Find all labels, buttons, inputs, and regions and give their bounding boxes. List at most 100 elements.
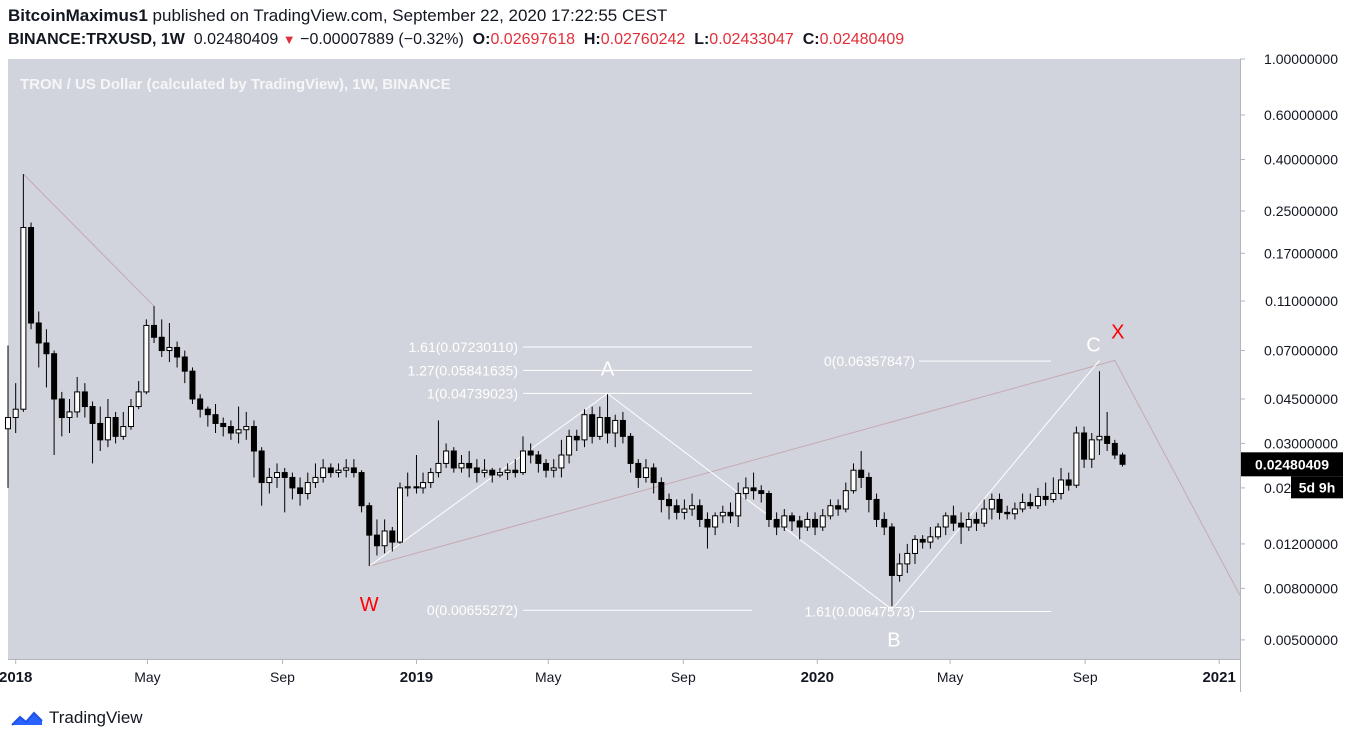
candle-body — [865, 476, 872, 500]
candle-body — [227, 426, 234, 434]
candle-body — [765, 493, 772, 520]
candle-body — [1096, 435, 1103, 441]
candle — [204, 406, 211, 427]
candle-body — [627, 435, 634, 464]
candle — [635, 459, 642, 488]
candle — [189, 367, 196, 404]
candle — [719, 505, 726, 524]
candle-body — [466, 462, 473, 469]
candle — [835, 499, 842, 516]
candle-body — [735, 493, 742, 517]
chart-pane[interactable] — [8, 59, 1240, 692]
candle — [865, 472, 872, 513]
candle-body — [358, 472, 365, 507]
candle-body — [266, 476, 273, 484]
candle-body — [258, 450, 265, 484]
time-tick-label: May — [535, 669, 561, 685]
current-price-label: 0.02480409 — [1255, 456, 1329, 472]
candle — [28, 222, 35, 330]
candle-body — [97, 422, 104, 441]
candle-body — [1065, 479, 1072, 486]
candle — [81, 383, 88, 418]
trend-line-2 — [369, 359, 1115, 567]
candle — [1050, 477, 1057, 503]
candle — [827, 499, 834, 520]
candle — [274, 463, 281, 488]
candle — [1042, 482, 1049, 506]
candle — [658, 477, 665, 513]
candle — [327, 463, 334, 478]
candle-body — [873, 498, 880, 520]
candle-body — [1088, 439, 1095, 460]
time-tick-label: 2020 — [801, 669, 834, 686]
candle — [666, 493, 673, 520]
currency-label: USD — [1283, 75, 1309, 89]
candle — [842, 482, 849, 513]
candle-body — [1058, 479, 1065, 495]
candle — [473, 459, 480, 483]
candle — [566, 429, 573, 464]
candle-body — [366, 505, 373, 536]
candle-body — [1081, 432, 1088, 460]
candle — [397, 482, 403, 544]
candle — [97, 406, 104, 452]
candle — [1058, 467, 1065, 500]
candle-body — [143, 324, 150, 393]
candle-body — [935, 526, 942, 538]
candle-body — [189, 370, 196, 400]
candle-body — [604, 417, 611, 434]
candle-body — [781, 515, 788, 528]
time-axis[interactable] — [8, 659, 1240, 693]
low-label: L: — [694, 31, 710, 48]
publish-info: BitcoinMaximus1 published on TradingView… — [8, 6, 667, 26]
candle — [919, 535, 926, 549]
candle — [35, 311, 42, 368]
candle-body — [681, 508, 688, 513]
time-tick-label: 2021 — [1202, 669, 1235, 686]
candle — [343, 459, 350, 478]
fib-level-label: 1.27(0.05841635) — [407, 362, 518, 378]
candle — [413, 454, 420, 494]
candle-body — [1034, 495, 1041, 507]
candle — [1004, 505, 1011, 520]
candle-body — [535, 454, 542, 464]
candle-body — [904, 552, 911, 565]
candle — [227, 420, 234, 440]
candle — [166, 322, 173, 363]
candle-body — [950, 515, 957, 524]
price-tick-label: 0.04500000 — [1264, 391, 1338, 407]
time-tick-label: 2018 — [0, 669, 32, 686]
wave-label-x: X — [1111, 321, 1124, 343]
candle — [504, 463, 511, 480]
author-name[interactable]: BitcoinMaximus1 — [8, 6, 148, 25]
candle — [1119, 452, 1126, 467]
fib-level-label: 0(0.00655272) — [427, 602, 518, 618]
candle-body — [120, 426, 127, 437]
candle — [550, 459, 557, 478]
candle-body — [5, 417, 11, 430]
candle — [366, 502, 373, 567]
candle — [927, 527, 934, 549]
fib-level-label: 1(0.04739023) — [427, 385, 518, 401]
price-axis[interactable] — [1240, 59, 1361, 692]
candle-body — [543, 462, 550, 471]
time-tick-label: Sep — [270, 669, 295, 685]
wave-label-a: A — [601, 359, 615, 381]
candle-body — [589, 414, 596, 437]
tradingview-logo[interactable]: TradingView — [10, 708, 143, 728]
candle-body — [619, 419, 626, 437]
candle — [489, 467, 496, 483]
candle — [1088, 432, 1095, 468]
candle — [750, 472, 757, 500]
candle — [143, 319, 150, 395]
candle — [51, 350, 58, 455]
down-arrow-icon: ▼ — [282, 32, 296, 47]
candle-body — [235, 429, 242, 434]
candle-body — [74, 391, 81, 413]
candle — [358, 470, 365, 513]
candle-body — [274, 472, 281, 478]
candle — [220, 417, 227, 437]
candle — [650, 463, 657, 494]
candle — [1019, 493, 1026, 513]
time-tick-label: May — [134, 669, 160, 685]
